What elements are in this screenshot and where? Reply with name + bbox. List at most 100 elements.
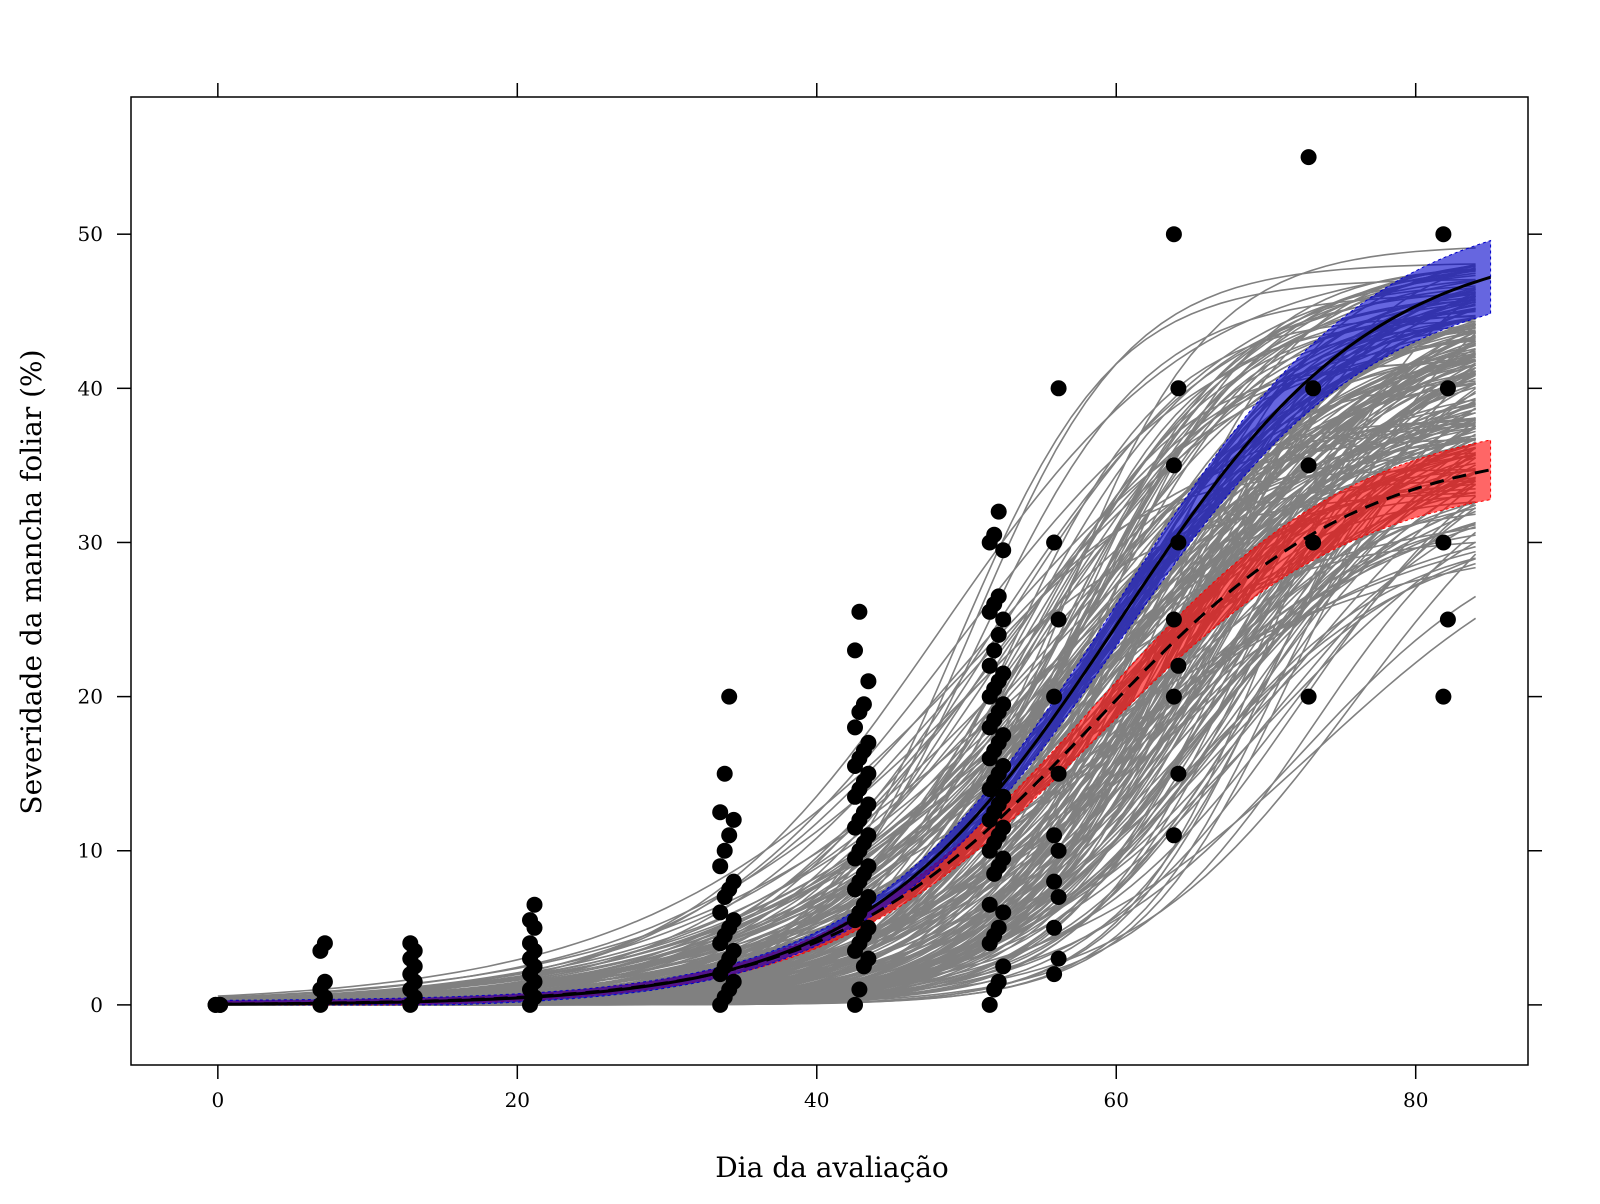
data-point [1300, 688, 1317, 705]
data-point [725, 912, 742, 929]
data-point [1435, 226, 1452, 243]
panel-border [130, 96, 1529, 1066]
data-point [1046, 873, 1063, 890]
data-point [1050, 380, 1067, 397]
data-point [725, 942, 742, 959]
data-point [712, 904, 729, 921]
data-point [860, 950, 877, 967]
data-point [860, 919, 877, 936]
observed-points-layer [207, 149, 1456, 1013]
data-point [981, 896, 998, 913]
data-point [860, 889, 877, 905]
x-axis-title: Dia da avaliação [715, 1151, 949, 1184]
data-point [990, 919, 1007, 936]
individual-curve [217, 405, 1476, 999]
data-point [981, 657, 998, 674]
y-tick-label: 40 [78, 376, 103, 400]
data-point [725, 811, 742, 828]
data-point [990, 588, 1007, 605]
data-point [1050, 950, 1067, 967]
data-point [1050, 765, 1067, 782]
y-tick-label: 50 [78, 222, 103, 246]
data-point [1165, 457, 1182, 474]
data-point [1165, 688, 1182, 705]
data-point [860, 734, 877, 751]
data-point [712, 804, 729, 821]
data-point [316, 973, 333, 990]
confidence-band-blue [217, 239, 1492, 1006]
data-point [990, 973, 1007, 990]
y-axis-title: Severidade da mancha foliar (%) [15, 349, 48, 814]
data-point [847, 642, 863, 659]
individual-curves-layer [217, 247, 1477, 1006]
data-point [1439, 611, 1456, 628]
data-point [1170, 380, 1187, 397]
data-point [316, 935, 333, 952]
axis-ticks: 0 20 40 60 80 0 10 20 30 40 50 [78, 83, 1542, 1112]
data-point [1050, 842, 1067, 859]
data-point [522, 935, 538, 952]
data-point [995, 696, 1012, 713]
individual-curve [217, 352, 1476, 1002]
axes-frame [130, 96, 1529, 1066]
data-point [1300, 457, 1317, 474]
data-point [995, 958, 1012, 975]
data-point [847, 719, 863, 736]
y-tick-label: 30 [78, 530, 103, 554]
x-tick-label: 40 [804, 1088, 829, 1112]
data-point [851, 981, 868, 998]
data-point [721, 827, 738, 844]
data-point [712, 858, 729, 875]
data-point [1165, 611, 1182, 628]
data-point [995, 665, 1012, 682]
x-tick-label: 20 [505, 1088, 530, 1112]
data-point [1050, 611, 1067, 628]
data-point [1435, 688, 1452, 705]
data-point [995, 727, 1012, 744]
x-tick-label: 80 [1403, 1088, 1428, 1112]
data-point [1170, 657, 1187, 674]
data-point [1435, 534, 1452, 551]
individual-curve [217, 355, 1476, 1000]
confidence-bands-layer [217, 239, 1492, 1006]
data-point [847, 996, 863, 1013]
data-point [981, 996, 998, 1013]
data-point [721, 688, 738, 705]
data-point [725, 873, 742, 890]
data-point [1165, 827, 1182, 844]
data-point [860, 796, 877, 813]
data-point [990, 626, 1007, 643]
data-point [1046, 534, 1063, 551]
y-tick-label: 20 [78, 685, 103, 709]
data-point [1305, 380, 1322, 397]
data-point [986, 526, 1003, 543]
data-point [716, 765, 733, 782]
data-point [860, 858, 877, 875]
data-point [1046, 827, 1063, 844]
data-point [1170, 765, 1187, 782]
data-point [995, 850, 1012, 867]
data-point [1046, 688, 1063, 705]
fitted-curve-solid [217, 275, 1492, 1006]
data-point [716, 842, 733, 859]
data-point [860, 765, 877, 782]
data-point [1050, 889, 1067, 905]
data-point [995, 819, 1012, 836]
data-point [995, 788, 1012, 805]
data-point [725, 973, 742, 990]
data-point [526, 896, 543, 913]
data-point [1046, 919, 1063, 936]
data-point [1165, 226, 1182, 243]
individual-curve [217, 301, 1476, 1004]
individual-curve [217, 430, 1476, 1001]
data-point [1046, 966, 1063, 983]
x-tick-label: 0 [211, 1088, 224, 1112]
data-point [1300, 149, 1317, 166]
data-point [851, 603, 868, 620]
individual-curve [217, 335, 1476, 1004]
data-point [402, 935, 419, 952]
data-point [860, 673, 877, 690]
y-tick-label: 0 [90, 993, 103, 1017]
data-point [995, 611, 1012, 628]
